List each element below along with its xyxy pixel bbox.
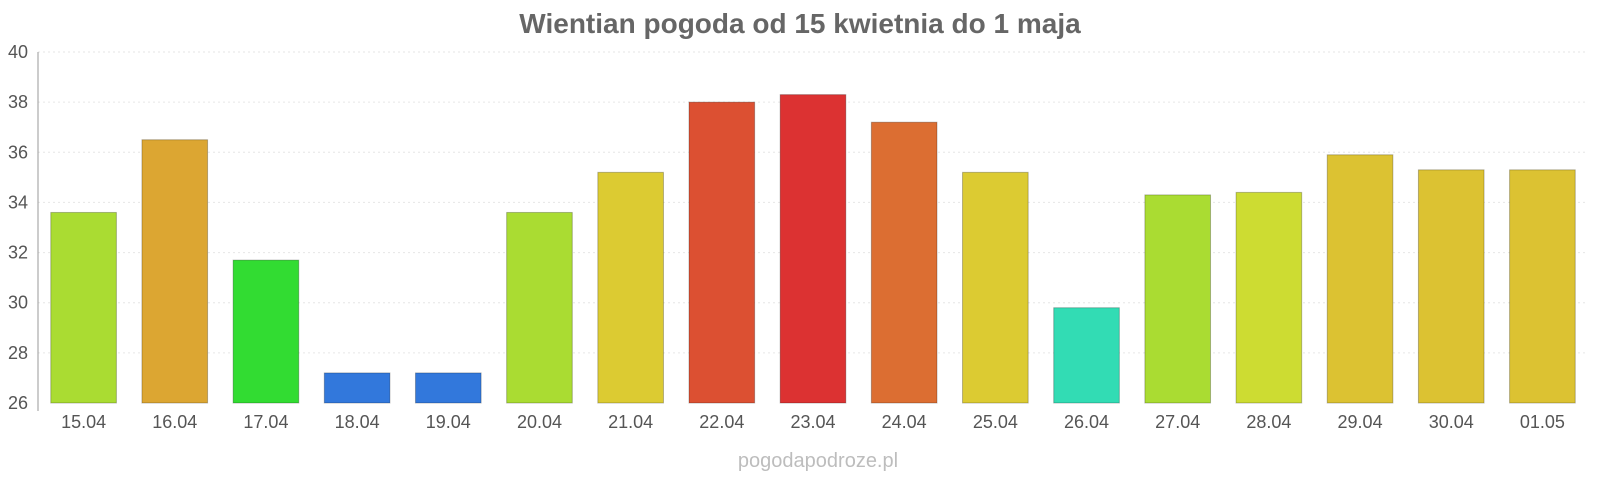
x-tick-label: 27.04 [1155, 412, 1200, 432]
y-tick-label: 34 [8, 192, 28, 212]
bar-25.04 [962, 171, 1029, 404]
bar-15.04 [50, 211, 117, 404]
y-tick-label: 30 [8, 293, 28, 313]
bar-21.04 [597, 171, 664, 404]
x-tick-label: 25.04 [973, 412, 1018, 432]
x-tick-label: 16.04 [152, 412, 197, 432]
bar-24.04 [870, 121, 938, 404]
y-tick-label: 40 [8, 42, 28, 62]
x-tick-label: 24.04 [882, 412, 927, 432]
bar-29.04 [1326, 154, 1394, 404]
bar-22.04 [688, 101, 756, 404]
x-axis-ticks: 15.04 16.04 17.04 18.04 19.04 20.04 21.04 22.04… [61, 412, 1565, 432]
bar-18.04 [323, 372, 391, 404]
bars [50, 94, 1576, 404]
x-tick-label: 19.04 [426, 412, 471, 432]
credit-text: pogodapodroze.pl [738, 450, 898, 472]
x-tick-label: 21.04 [608, 412, 653, 432]
bar-28.04 [1235, 191, 1303, 404]
bar-23.04 [779, 94, 847, 404]
x-tick-label: 26.04 [1064, 412, 1109, 432]
bar-19.04 [414, 372, 482, 404]
x-tick-label: 23.04 [790, 412, 835, 432]
y-tick-label: 32 [8, 243, 28, 263]
bar-26.04 [1053, 307, 1120, 404]
bar-20.04 [506, 211, 573, 404]
x-tick-label: 29.04 [1338, 412, 1383, 432]
y-tick-label: 26 [8, 393, 28, 413]
bar-30.04 [1417, 169, 1485, 404]
bar-27.04 [1144, 194, 1212, 404]
bar-16.04 [141, 139, 209, 404]
bar-17.04 [232, 259, 300, 404]
y-tick-label: 36 [8, 142, 28, 162]
x-tick-label: 15.04 [61, 412, 106, 432]
bar-01.05 [1509, 169, 1576, 404]
x-tick-label: 28.04 [1246, 412, 1291, 432]
x-tick-label: 01.05 [1520, 412, 1565, 432]
y-tick-label: 38 [8, 92, 28, 112]
x-tick-label: 18.04 [335, 412, 380, 432]
x-tick-label: 30.04 [1429, 412, 1474, 432]
y-tick-label: 28 [8, 343, 28, 363]
chart-title: Wientian pogoda od 15 kwietnia do 1 maja [519, 8, 1081, 39]
x-tick-label: 20.04 [517, 412, 562, 432]
x-tick-label: 17.04 [243, 412, 288, 432]
x-tick-label: 22.04 [699, 412, 744, 432]
y-axis-ticks: 26 28 30 32 34 36 38 40 [8, 42, 28, 413]
